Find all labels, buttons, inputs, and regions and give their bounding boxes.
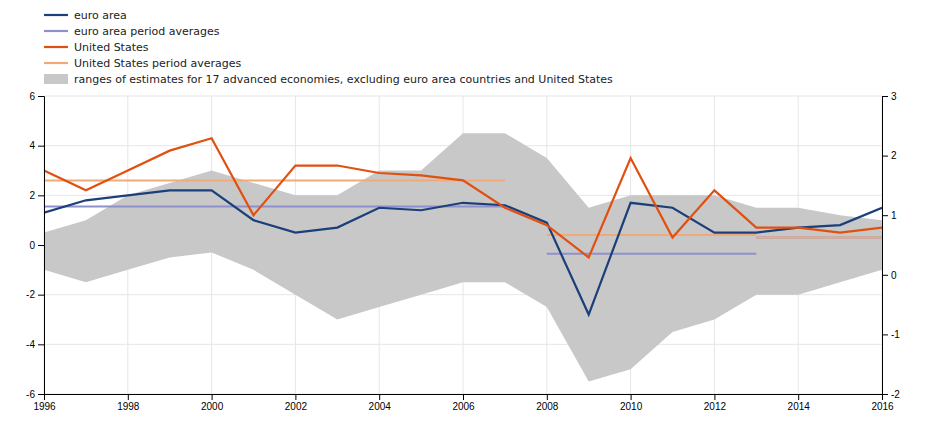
legend-swatch	[44, 62, 68, 64]
tick-mark	[38, 245, 44, 246]
axis-line	[883, 97, 889, 395]
tick-mark	[38, 295, 44, 296]
tick-label: -6	[26, 389, 35, 400]
tick-mark	[882, 334, 888, 335]
legend-item: ranges of estimates for 17 advanced econ…	[44, 73, 613, 86]
legend: euro area euro area period averages United…	[44, 9, 613, 86]
tick-mark	[882, 156, 888, 157]
tick-label: 2012	[704, 401, 727, 412]
axis-line	[38, 97, 45, 395]
chart: 1996199820002002200420062008201020122014…	[0, 0, 926, 424]
tick: 2008	[536, 394, 559, 412]
tick: 2002	[285, 394, 308, 412]
tick-mark	[212, 394, 213, 400]
tick-label: 2006	[452, 401, 475, 412]
tick-mark	[295, 394, 296, 400]
tick-label: 2014	[788, 401, 811, 412]
range-area	[44, 133, 882, 381]
legend-swatch	[44, 14, 68, 16]
tick-label: 2010	[620, 401, 643, 412]
x-axis: 1996 1998 2000 2002 2004 2006 2008 2010 2012 2014…	[33, 394, 894, 412]
tick: 2	[29, 190, 44, 201]
tick-mark	[882, 96, 888, 97]
tick-mark	[882, 275, 888, 276]
legend-swatch	[44, 46, 68, 48]
tick: 2006	[452, 394, 475, 412]
tick-label: 2016	[871, 401, 894, 412]
tick: 1998	[117, 394, 140, 412]
tick-label: 3	[891, 91, 897, 102]
tick-label: 6	[29, 91, 35, 102]
tick: 2010	[620, 394, 643, 412]
tick: 2000	[201, 394, 224, 412]
tick-label: -2	[891, 389, 900, 400]
grid	[44, 96, 882, 394]
tick-mark	[631, 394, 632, 400]
tick: 2012	[704, 394, 727, 412]
tick-mark	[882, 215, 888, 216]
tick: 6	[29, 91, 44, 102]
tick: 0	[882, 270, 897, 281]
tick: -2	[26, 289, 44, 300]
tick-mark	[714, 394, 715, 400]
y2-axis: -2 -1 0 1 2 3	[882, 91, 900, 400]
tick-mark	[38, 394, 44, 395]
plot-area	[44, 133, 882, 381]
tick-mark	[463, 394, 464, 400]
tick-label: 2008	[536, 401, 559, 412]
tick: -1	[882, 329, 900, 340]
tick: 2004	[369, 394, 392, 412]
series-line	[44, 190, 882, 314]
tick-mark	[128, 394, 129, 400]
tick: -4	[26, 339, 44, 350]
tick: 1	[882, 210, 897, 221]
tick-label: 2	[891, 150, 897, 161]
tick-label: 1	[891, 210, 897, 221]
tick-mark	[798, 394, 799, 400]
tick-mark	[38, 96, 44, 97]
tick-label: -1	[891, 329, 900, 340]
tick-mark	[882, 394, 888, 395]
tick-label: 4	[29, 140, 35, 151]
legend-swatch	[44, 74, 68, 84]
legend-label: euro area	[74, 9, 127, 22]
tick-label: 2000	[201, 401, 224, 412]
legend-swatch	[44, 30, 68, 32]
legend-item: euro area period averages	[44, 25, 220, 38]
axis-line	[45, 395, 883, 401]
legend-label: ranges of estimates for 17 advanced econ…	[74, 73, 613, 86]
tick: 2	[882, 150, 897, 161]
tick-label: 2004	[369, 401, 392, 412]
average-line	[44, 180, 882, 237]
tick: 4	[29, 140, 44, 151]
tick-mark	[38, 146, 44, 147]
legend-item: United States	[44, 41, 149, 54]
tick-label: 0	[891, 270, 897, 281]
tick-mark	[547, 394, 548, 400]
tick-label: -4	[26, 339, 35, 350]
tick-label: 2	[29, 190, 35, 201]
tick-mark	[379, 394, 380, 400]
tick-mark	[38, 195, 44, 196]
tick-label: 0	[29, 240, 35, 251]
tick: -2	[882, 389, 900, 400]
legend-item: United States period averages	[44, 57, 242, 70]
y-axis: -6 -4 -2 0 2 4 6	[26, 91, 44, 400]
tick-label: 1998	[117, 401, 140, 412]
legend-label: United States	[74, 41, 149, 54]
tick: 1996	[33, 394, 56, 412]
tick-mark	[38, 344, 44, 345]
tick-label: 1996	[33, 401, 56, 412]
average-line	[44, 207, 882, 254]
tick: 0	[29, 240, 44, 251]
legend-label: United States period averages	[74, 57, 242, 70]
tick-label: 2002	[285, 401, 308, 412]
tick: 2014	[788, 394, 811, 412]
tick: -6	[26, 389, 44, 400]
legend-item: euro area	[44, 9, 127, 22]
series-line	[44, 138, 882, 257]
tick: 3	[882, 91, 897, 102]
legend-label: euro area period averages	[74, 25, 220, 38]
tick-label: -2	[26, 289, 35, 300]
